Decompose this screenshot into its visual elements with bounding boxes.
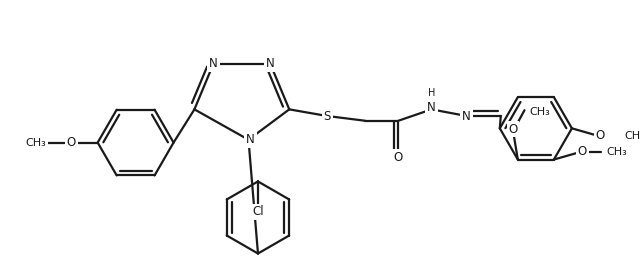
Text: N: N [427,101,436,114]
Text: CH₃: CH₃ [529,107,550,117]
Text: O: O [67,136,76,149]
Text: O: O [596,129,605,142]
Text: CH₃: CH₃ [606,147,627,157]
Text: N: N [266,57,275,70]
Text: CH₃: CH₃ [26,137,47,148]
Text: S: S [323,109,331,122]
Text: O: O [578,146,587,158]
Text: Cl: Cl [252,205,264,218]
Text: CH₃: CH₃ [624,131,640,141]
Text: O: O [394,151,403,164]
Text: N: N [246,133,255,146]
Text: H: H [428,88,435,98]
Text: O: O [508,123,518,136]
Text: N: N [462,109,471,122]
Text: N: N [209,57,218,70]
